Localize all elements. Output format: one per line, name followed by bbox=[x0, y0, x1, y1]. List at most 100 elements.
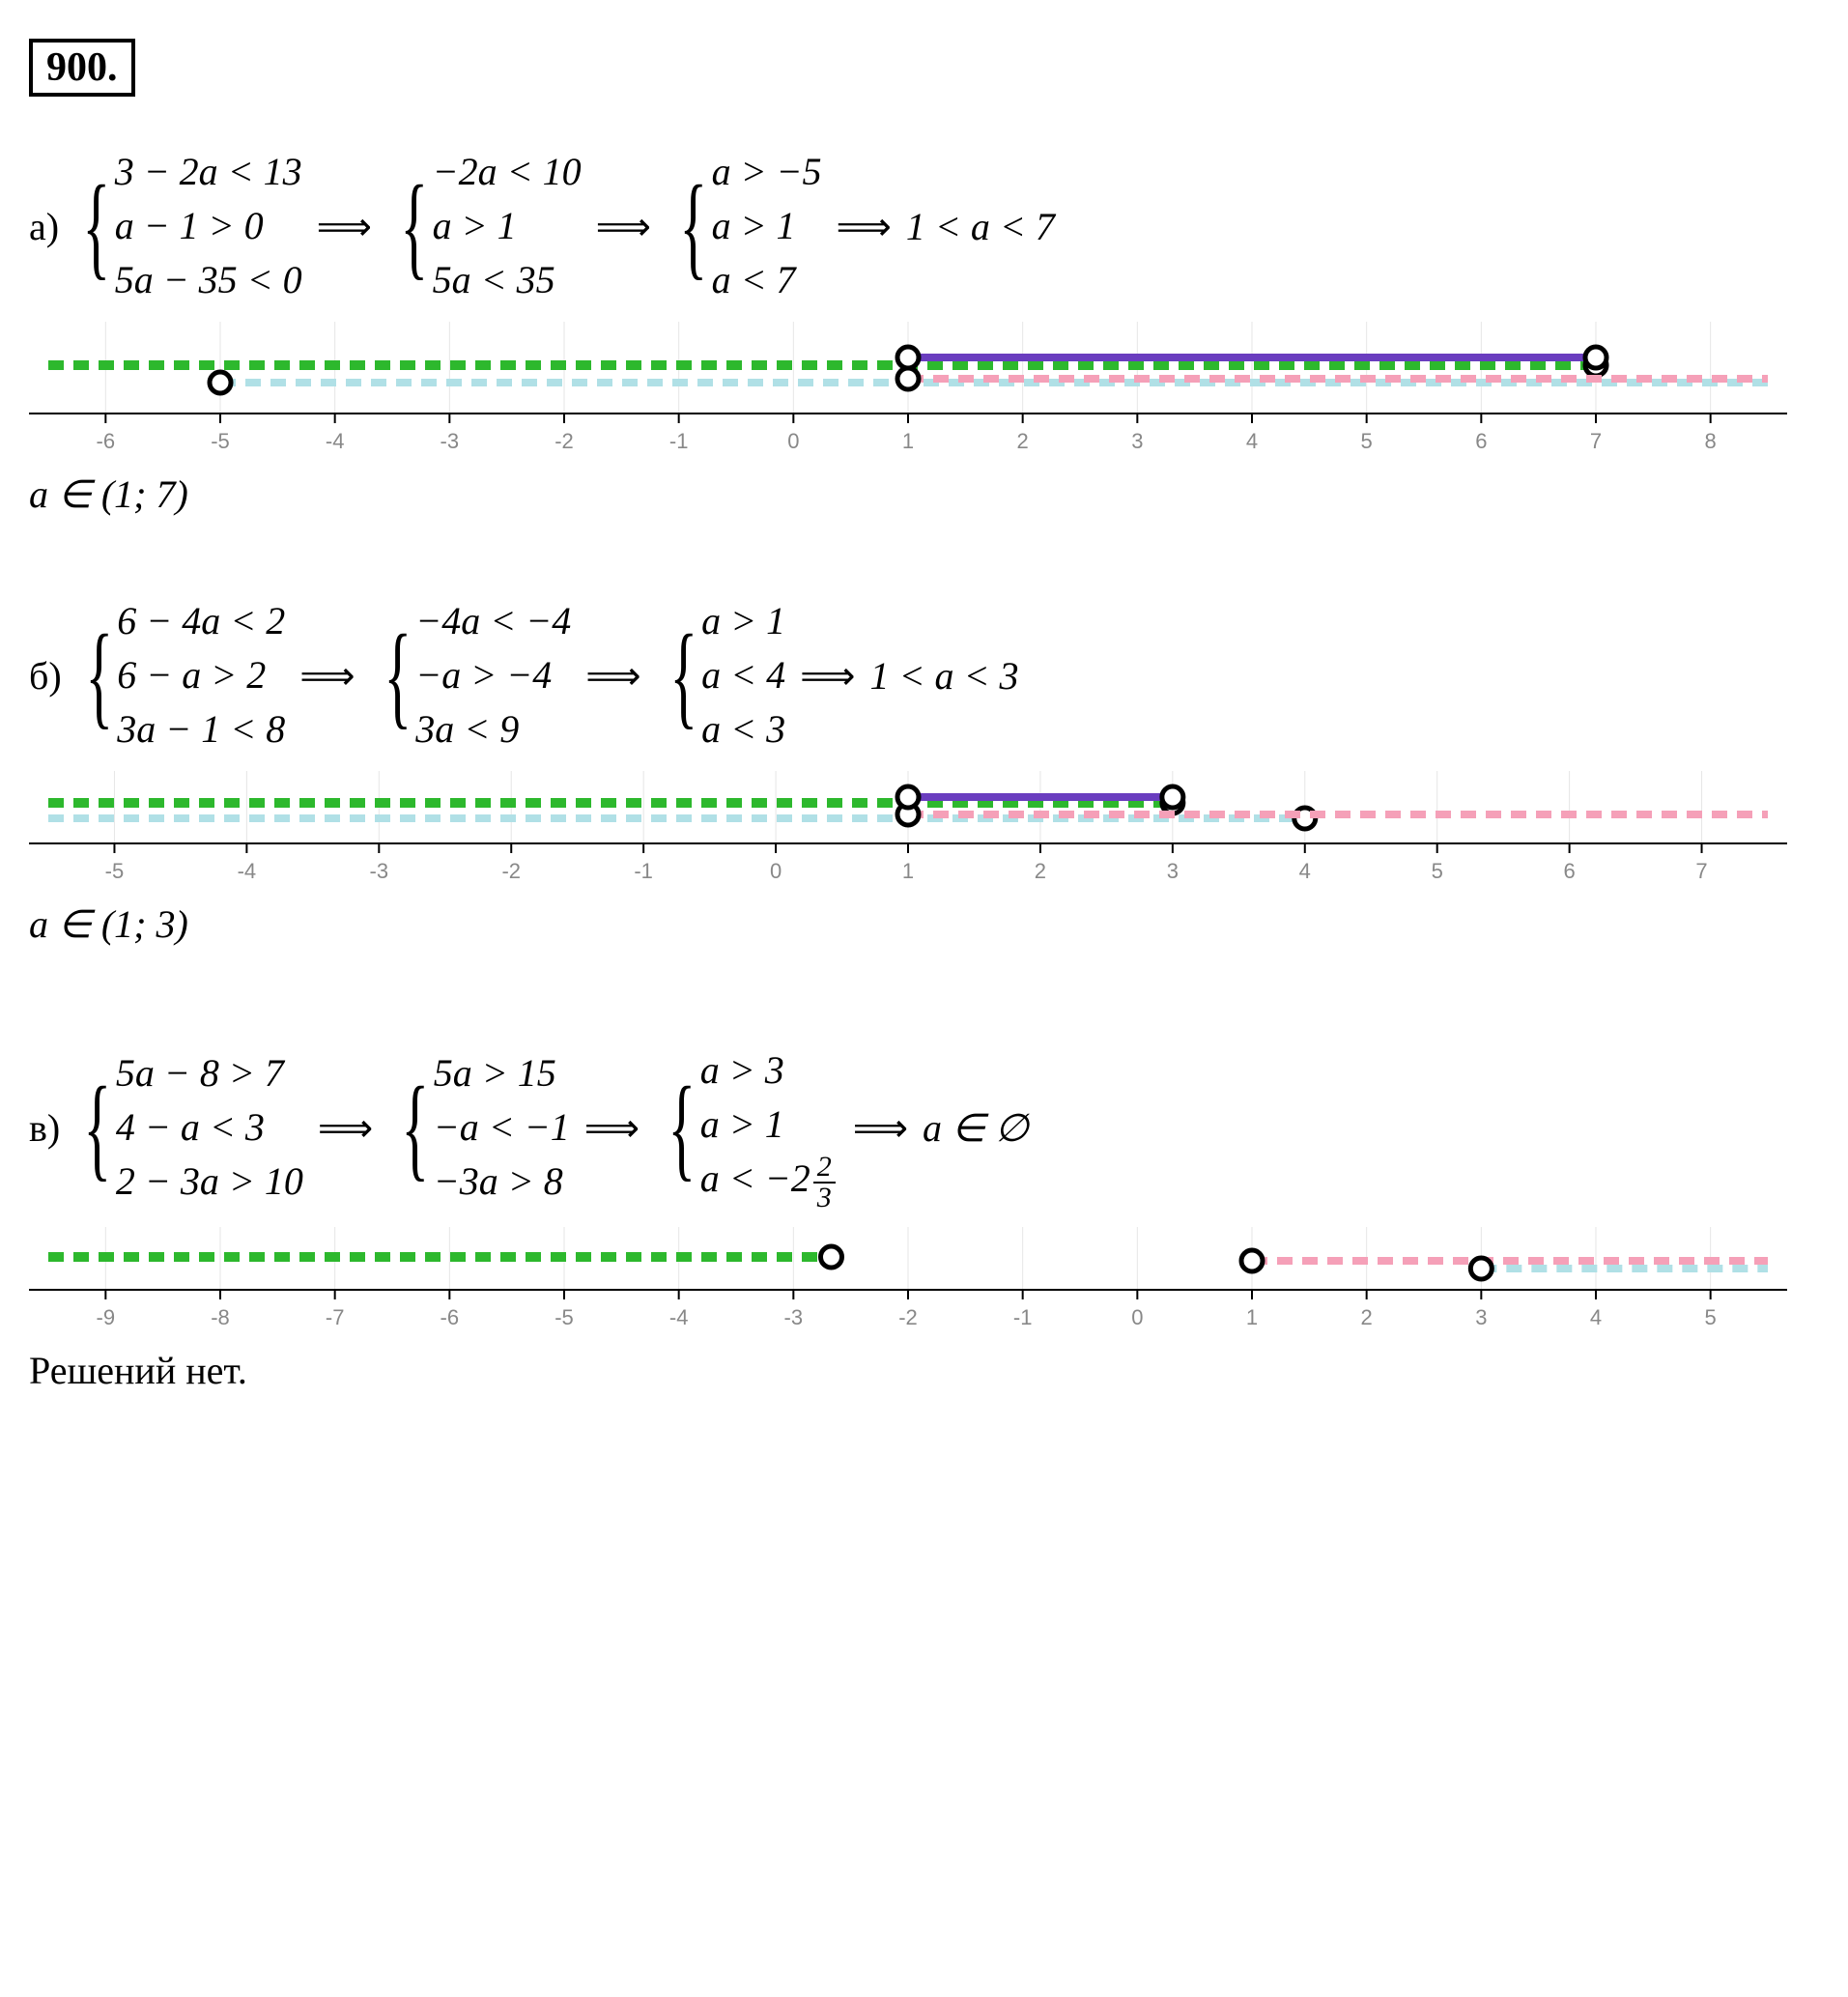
eq: 6 − a > 2 bbox=[117, 648, 285, 702]
brace-icon: { bbox=[400, 174, 428, 278]
brace-icon: { bbox=[82, 174, 110, 278]
eq: a > 3 bbox=[700, 1043, 839, 1098]
part-b-label: б) bbox=[29, 653, 62, 699]
svg-text:0: 0 bbox=[787, 429, 799, 452]
svg-text:-4: -4 bbox=[326, 429, 345, 452]
brace-icon: { bbox=[85, 623, 113, 727]
eq: 3 − 2a < 13 bbox=[115, 145, 302, 199]
eq: a > 1 bbox=[700, 1098, 839, 1152]
svg-text:-2: -2 bbox=[501, 859, 521, 882]
brace-icon: { bbox=[668, 1075, 696, 1180]
part-a-systems: а) { 3 − 2a < 13 a − 1 > 0 5a − 35 < 0 ⟹… bbox=[29, 145, 1819, 307]
system-b2: −4a < −4 −a > −4 3a < 9 bbox=[415, 594, 571, 756]
svg-text:1: 1 bbox=[902, 859, 914, 882]
svg-text:-9: -9 bbox=[97, 1305, 116, 1328]
svg-text:8: 8 bbox=[1705, 429, 1717, 452]
svg-text:7: 7 bbox=[1695, 859, 1707, 882]
brace-icon: { bbox=[84, 1075, 112, 1180]
part-a-label: а) bbox=[29, 204, 59, 249]
implies-icon: ⟹ bbox=[584, 1105, 640, 1151]
eq: a > 1 bbox=[712, 199, 822, 253]
svg-text:-1: -1 bbox=[1013, 1305, 1033, 1328]
eq: −2a < 10 bbox=[433, 145, 582, 199]
svg-text:-4: -4 bbox=[238, 859, 257, 882]
eq: a < 7 bbox=[712, 253, 822, 307]
brace-icon: { bbox=[669, 623, 697, 727]
part-c-systems: в) { 5a − 8 > 7 4 − a < 3 2 − 3a > 10 ⟹ … bbox=[29, 1043, 1819, 1212]
system-c3: a > 3 a > 1 a < −223 bbox=[700, 1043, 839, 1212]
implies-icon: ⟹ bbox=[800, 653, 855, 699]
problem-number: 900. bbox=[29, 39, 135, 97]
system-a1: 3 − 2a < 13 a − 1 > 0 5a − 35 < 0 bbox=[115, 145, 302, 307]
eq: a > −5 bbox=[712, 145, 822, 199]
answer-a: a ∈ (1; 7) bbox=[29, 471, 1819, 517]
system-a2: −2a < 10 a > 1 5a < 35 bbox=[433, 145, 582, 307]
svg-text:-5: -5 bbox=[105, 859, 125, 882]
implies-icon: ⟹ bbox=[585, 653, 640, 699]
eq: a > 1 bbox=[701, 594, 785, 648]
svg-text:6: 6 bbox=[1475, 429, 1487, 452]
svg-text:6: 6 bbox=[1563, 859, 1575, 882]
implies-icon: ⟹ bbox=[299, 653, 355, 699]
svg-text:-8: -8 bbox=[211, 1305, 230, 1328]
implies-icon: ⟹ bbox=[317, 204, 372, 249]
svg-text:2: 2 bbox=[1361, 1305, 1373, 1328]
svg-text:4: 4 bbox=[1299, 859, 1311, 882]
implies-icon: ⟹ bbox=[596, 204, 651, 249]
eq: 3a < 9 bbox=[415, 702, 571, 756]
eq: 5a − 8 > 7 bbox=[116, 1046, 303, 1100]
brace-icon: { bbox=[402, 1075, 430, 1180]
system-a3: a > −5 a > 1 a < 7 bbox=[712, 145, 822, 307]
svg-text:3: 3 bbox=[1475, 1305, 1487, 1328]
svg-text:-6: -6 bbox=[97, 429, 116, 452]
svg-text:0: 0 bbox=[1131, 1305, 1143, 1328]
conclusion-b: 1 < a < 3 bbox=[870, 653, 1019, 699]
svg-text:5: 5 bbox=[1361, 429, 1373, 452]
svg-text:-6: -6 bbox=[441, 1305, 460, 1328]
system-b3: a > 1 a < 4 a < 3 bbox=[701, 594, 785, 756]
svg-text:-5: -5 bbox=[211, 429, 230, 452]
conclusion-a: 1 < a < 7 bbox=[906, 204, 1055, 249]
numberline-a: -6-5-4-3-2-1012345678 bbox=[29, 317, 1819, 452]
svg-text:7: 7 bbox=[1590, 429, 1602, 452]
svg-text:0: 0 bbox=[770, 859, 782, 882]
numberline-b: -5-4-3-2-101234567 bbox=[29, 766, 1819, 882]
eq: 3a − 1 < 8 bbox=[117, 702, 285, 756]
frac-num: 2 bbox=[813, 1153, 836, 1184]
svg-text:-5: -5 bbox=[554, 1305, 574, 1328]
numberline-c: -9-8-7-6-5-4-3-2-1012345 bbox=[29, 1222, 1819, 1328]
brace-icon: { bbox=[384, 623, 412, 727]
eq: a < 4 bbox=[701, 648, 785, 702]
implies-icon: ⟹ bbox=[853, 1105, 908, 1151]
eq: 4 − a < 3 bbox=[116, 1100, 303, 1155]
svg-text:1: 1 bbox=[902, 429, 914, 452]
eq: 5a − 35 < 0 bbox=[115, 253, 302, 307]
frac-prefix: a < −2 bbox=[700, 1156, 810, 1200]
svg-text:5: 5 bbox=[1432, 859, 1443, 882]
answer-b: a ∈ (1; 3) bbox=[29, 901, 1819, 947]
brace-icon: { bbox=[679, 174, 707, 278]
system-c2: 5a > 15 −a < −1 −3a > 8 bbox=[434, 1046, 570, 1209]
eq: a < −223 bbox=[700, 1152, 839, 1212]
system-b1: 6 − 4a < 2 6 − a > 2 3a − 1 < 8 bbox=[117, 594, 285, 756]
svg-text:-4: -4 bbox=[669, 1305, 689, 1328]
eq: −a > −4 bbox=[415, 648, 571, 702]
eq: −a < −1 bbox=[434, 1100, 570, 1155]
part-b-systems: б) { 6 − 4a < 2 6 − a > 2 3a − 1 < 8 ⟹ {… bbox=[29, 594, 1819, 756]
svg-text:3: 3 bbox=[1131, 429, 1143, 452]
implies-icon: ⟹ bbox=[837, 204, 892, 249]
svg-text:-3: -3 bbox=[784, 1305, 804, 1328]
system-c1: 5a − 8 > 7 4 − a < 3 2 − 3a > 10 bbox=[116, 1046, 303, 1209]
eq: a < 3 bbox=[701, 702, 785, 756]
svg-text:4: 4 bbox=[1590, 1305, 1602, 1328]
svg-text:4: 4 bbox=[1246, 429, 1258, 452]
conclusion-c: a ∈ ∅ bbox=[923, 1105, 1029, 1151]
answer-c: Решений нет. bbox=[29, 1348, 1819, 1393]
implies-icon: ⟹ bbox=[318, 1105, 373, 1151]
eq: a − 1 > 0 bbox=[115, 199, 302, 253]
svg-text:2: 2 bbox=[1035, 859, 1046, 882]
frac-den: 3 bbox=[813, 1184, 836, 1212]
svg-text:-2: -2 bbox=[554, 429, 574, 452]
svg-text:3: 3 bbox=[1167, 859, 1179, 882]
svg-text:-1: -1 bbox=[634, 859, 653, 882]
